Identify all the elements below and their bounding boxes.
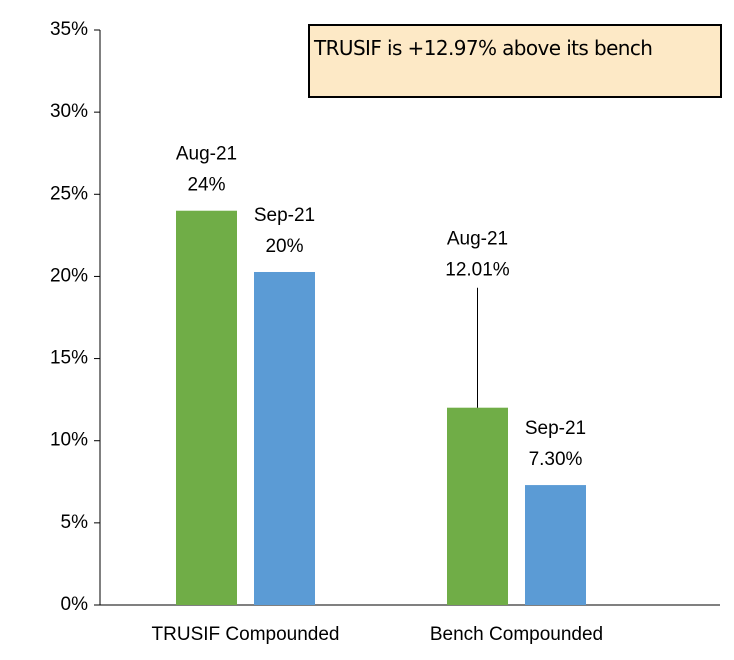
y-tick-label: 20%: [50, 265, 88, 286]
annotation-box: TRUSIF is +12.97% above its bench: [308, 24, 722, 98]
bar: [254, 271, 315, 605]
data-label: 24%: [187, 175, 225, 196]
data-label: 20%: [265, 236, 303, 257]
data-label: 7.30%: [529, 449, 583, 470]
data-label-name: Sep-21: [525, 418, 586, 439]
data-label-name: Aug-21: [447, 229, 508, 250]
data-label-name: Sep-21: [254, 205, 315, 226]
y-tick-label: 15%: [50, 348, 88, 369]
bar: [525, 485, 586, 605]
x-tick-label: Bench Compounded: [430, 624, 603, 645]
y-tick-label: 0%: [61, 594, 89, 615]
data-label-name: Aug-21: [176, 144, 237, 165]
y-tick-label: 10%: [50, 430, 88, 451]
bar: [447, 407, 508, 605]
y-tick-label: 35%: [50, 19, 88, 40]
bar: [176, 210, 237, 605]
data-label: 12.01%: [445, 260, 510, 281]
x-tick-label: TRUSIF Compounded: [152, 624, 340, 645]
y-tick-label: 5%: [61, 512, 89, 533]
y-tick-label: 25%: [50, 183, 88, 204]
y-tick-label: 30%: [50, 101, 88, 122]
annotation: TRUSIF is +12.97% above its bench: [314, 36, 653, 60]
